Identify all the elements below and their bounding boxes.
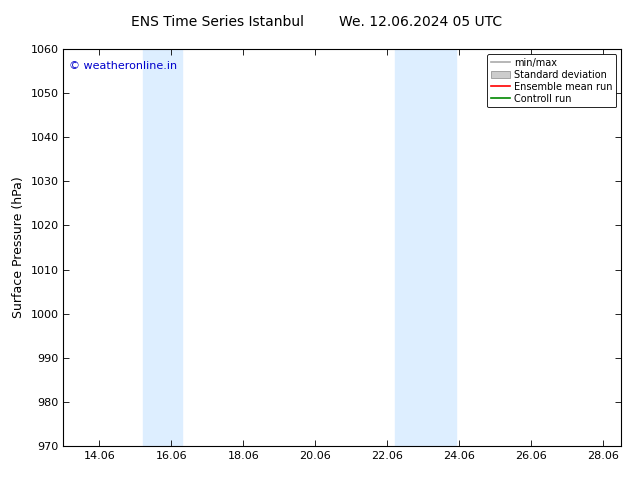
Bar [394, 49, 456, 446]
Text: ENS Time Series Istanbul        We. 12.06.2024 05 UTC: ENS Time Series Istanbul We. 12.06.2024 … [131, 15, 503, 29]
Text: © weatheronline.in: © weatheronline.in [69, 61, 177, 71]
Bar [143, 49, 182, 446]
Y-axis label: Surface Pressure (hPa): Surface Pressure (hPa) [12, 176, 25, 318]
Legend: min/max, Standard deviation, Ensemble mean run, Controll run: min/max, Standard deviation, Ensemble me… [487, 54, 616, 107]
